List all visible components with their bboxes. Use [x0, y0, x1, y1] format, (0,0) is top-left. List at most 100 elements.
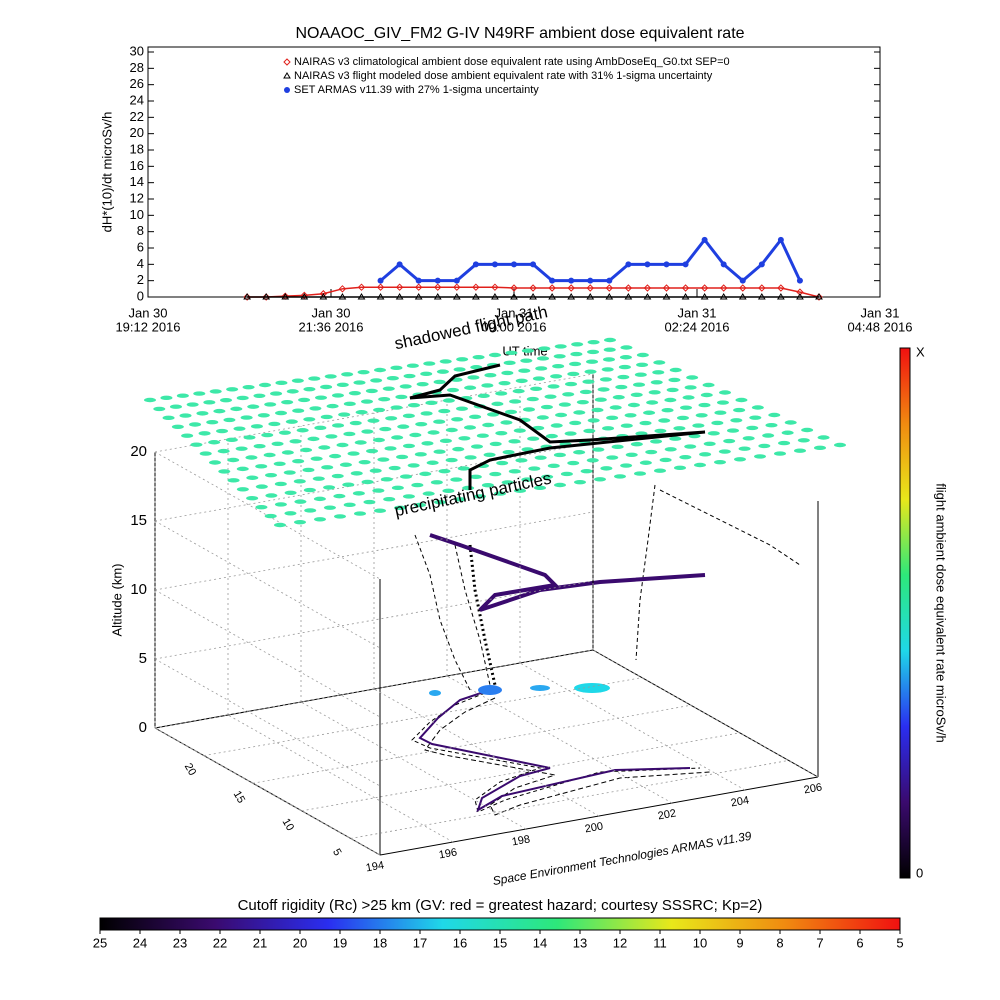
dose-ellipse	[270, 391, 283, 396]
dose-ellipse	[274, 522, 286, 528]
dose-ellipse	[450, 477, 463, 482]
dose-ellipse	[587, 339, 600, 345]
dose-ellipse	[669, 436, 682, 441]
dose-ellipse	[366, 448, 379, 454]
x-tick-label: Jan 31	[677, 305, 716, 320]
x-tick-label: 202	[657, 807, 677, 822]
dose-ellipse	[361, 479, 374, 485]
dose-ellipse	[320, 414, 333, 420]
dose-ellipse	[420, 371, 433, 377]
dose-ellipse	[196, 411, 209, 416]
dose-ellipse	[343, 502, 356, 508]
dose-ellipse	[680, 405, 693, 410]
dose-ellipse	[481, 483, 494, 488]
dose-ellipse	[630, 392, 643, 397]
dose-ellipse	[521, 348, 534, 353]
dose-ellipse	[334, 514, 346, 519]
dose-ellipse	[329, 453, 342, 459]
y-tick-label: 10	[130, 207, 144, 222]
data-point	[511, 261, 517, 268]
dose-ellipse	[668, 377, 681, 383]
dose-ellipse	[423, 361, 436, 366]
dose-ellipse	[354, 511, 366, 516]
y-tick-label: 10	[280, 816, 297, 833]
y-tick-label: 6	[137, 239, 144, 254]
dose-ellipse	[526, 396, 539, 402]
dose-ellipse	[503, 360, 516, 366]
grid-line	[154, 658, 381, 787]
dose-ellipse	[246, 496, 259, 501]
dose-ellipse	[648, 390, 661, 395]
dose-ellipse	[438, 468, 451, 474]
dose-ellipse	[738, 446, 751, 451]
dose-ellipse	[294, 519, 306, 525]
dose-ellipse	[682, 395, 695, 400]
dose-ellipse	[594, 397, 607, 402]
dose-ellipse	[354, 440, 367, 445]
dose-ellipse	[325, 434, 338, 439]
dose-ellipse	[489, 352, 501, 358]
dose-ellipse	[240, 415, 253, 420]
dose-ellipse	[733, 407, 746, 413]
data-point	[433, 293, 442, 300]
dose-ellipse	[273, 461, 286, 466]
dose-ellipse	[419, 471, 432, 477]
dose-ellipse	[291, 378, 304, 383]
dose-ellipse	[592, 447, 605, 452]
dose-ellipse	[716, 400, 729, 405]
data-point	[796, 288, 804, 296]
credit: Space Environment Technologies ARMAS v11…	[492, 829, 753, 888]
dose-ellipse	[265, 493, 278, 498]
dose-ellipse	[692, 423, 705, 428]
dose-ellipse	[385, 416, 398, 421]
dose-ellipse	[617, 374, 630, 380]
data-point	[815, 293, 823, 300]
dose-ellipse	[190, 442, 203, 447]
data-point	[681, 284, 690, 292]
dose-ellipse	[502, 449, 515, 455]
dose-ellipse	[243, 435, 256, 440]
dose-ellipse	[388, 465, 401, 471]
dose-ellipse	[407, 403, 420, 408]
dose-ellipse	[520, 358, 533, 363]
dose-ellipse	[253, 393, 266, 398]
data-point	[624, 293, 633, 300]
dose-ellipse	[778, 440, 791, 446]
dose-ellipse	[332, 423, 345, 428]
data-point	[415, 277, 422, 284]
dose-ellipse	[654, 428, 667, 434]
dose-ellipse	[227, 478, 240, 483]
grid-line	[300, 701, 527, 830]
y-tick-label: 5	[330, 847, 343, 858]
dose-ellipse	[253, 444, 266, 449]
dose-ellipse	[370, 378, 383, 383]
dose-ellipse	[576, 399, 589, 405]
data-point	[586, 293, 595, 300]
dose-ellipse	[635, 431, 648, 436]
x-tick-label: 204	[730, 794, 750, 809]
dose-ellipse	[700, 392, 713, 398]
dose-ellipse	[711, 420, 724, 426]
dose-ellipse	[281, 450, 294, 455]
dose-ellipse	[302, 467, 315, 473]
box-edge	[154, 727, 381, 856]
dose-ellipse	[562, 392, 575, 397]
dose-ellipse	[530, 386, 543, 391]
dose-ellipse	[500, 420, 513, 425]
dose-ellipse	[427, 430, 440, 435]
z-tick-label: 15	[130, 512, 147, 529]
dose-ellipse	[367, 418, 380, 423]
dose-ellipse	[464, 385, 477, 390]
dose-ellipse	[433, 449, 446, 454]
dose-ellipse	[707, 431, 720, 436]
data-point	[510, 284, 518, 292]
dose-ellipse	[645, 449, 658, 455]
colorbar-tick-label: 21	[253, 935, 267, 950]
dose-ellipse	[225, 437, 238, 443]
colorbar-tick-label: 7	[816, 935, 823, 950]
dose-ellipse	[247, 404, 260, 409]
dose-ellipse	[464, 455, 477, 460]
dose-ellipse	[604, 337, 616, 343]
